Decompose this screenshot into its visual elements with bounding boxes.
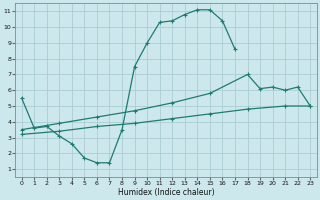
X-axis label: Humidex (Indice chaleur): Humidex (Indice chaleur): [118, 188, 214, 197]
